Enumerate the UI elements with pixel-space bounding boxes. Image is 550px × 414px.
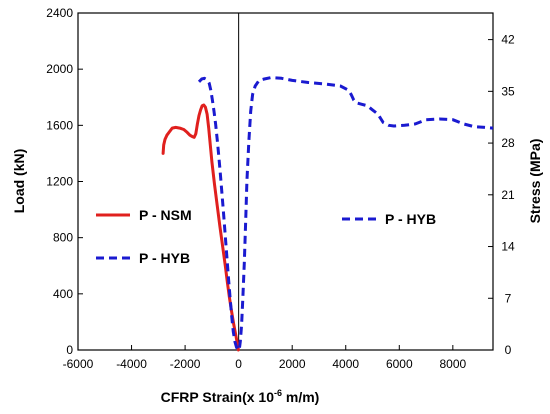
ticks-layer: -6000 -4000 -2000 0 2000 4000 6000 8000 0 400 800 1… xyxy=(46,6,515,371)
x-tick-label: 0 xyxy=(235,357,242,371)
x-axis-title-sup: -6 xyxy=(274,388,282,398)
legend-hyb-right-label: P - HYB xyxy=(385,211,436,227)
y-left-tick-label: 400 xyxy=(53,287,73,301)
y-right-tick-label: 14 xyxy=(501,240,515,254)
y-left-tick-label: 0 xyxy=(66,343,73,357)
series-line-nsm xyxy=(161,103,240,352)
x-tick-label: 2000 xyxy=(279,357,306,371)
y-left-tick-label: 800 xyxy=(53,231,73,245)
x-tick-label: 8000 xyxy=(439,357,466,371)
y-axis-right-title: Stress (MPa) xyxy=(527,139,543,224)
x-tick-label: -4000 xyxy=(116,357,147,371)
plot-frame xyxy=(77,12,494,351)
y-left-tick-label: 2400 xyxy=(46,6,73,20)
y-left-tick-label: 2000 xyxy=(46,62,73,76)
y-right-tick-label: 35 xyxy=(501,84,515,98)
x-tick-label: 6000 xyxy=(386,357,413,371)
legend-nsm-label: P - NSM xyxy=(139,207,192,223)
y-right-tick-label: 0 xyxy=(505,343,512,357)
legend-hyb-right: P - HYB xyxy=(342,211,436,227)
x-tick-label: -2000 xyxy=(170,357,201,371)
y-axis-left-title: Load (kN) xyxy=(11,149,27,214)
series-line-hyb xyxy=(197,76,494,352)
legend-hyb-left: P - HYB xyxy=(96,250,190,266)
x-axis-title-main: CFRP Strain(x 10 xyxy=(161,389,275,405)
y-right-tick-label: 28 xyxy=(501,136,515,150)
x-axis-title: CFRP Strain(x 10-6 m/m) xyxy=(161,388,320,405)
legend-hyb-left-label: P - HYB xyxy=(139,250,190,266)
y-right-tick-label: 7 xyxy=(505,291,512,305)
y-right-tick-label: 42 xyxy=(501,33,515,47)
legend-nsm: P - NSM xyxy=(96,207,192,223)
y-left-tick-label: 1200 xyxy=(46,175,73,189)
x-tick-label: 4000 xyxy=(332,357,359,371)
x-axis-title-unit: m/m) xyxy=(282,389,319,405)
x-tick-label: -6000 xyxy=(63,357,94,371)
series-layer xyxy=(161,76,494,352)
y-left-tick-label: 1600 xyxy=(46,118,73,132)
y-right-tick-label: 21 xyxy=(501,188,515,202)
